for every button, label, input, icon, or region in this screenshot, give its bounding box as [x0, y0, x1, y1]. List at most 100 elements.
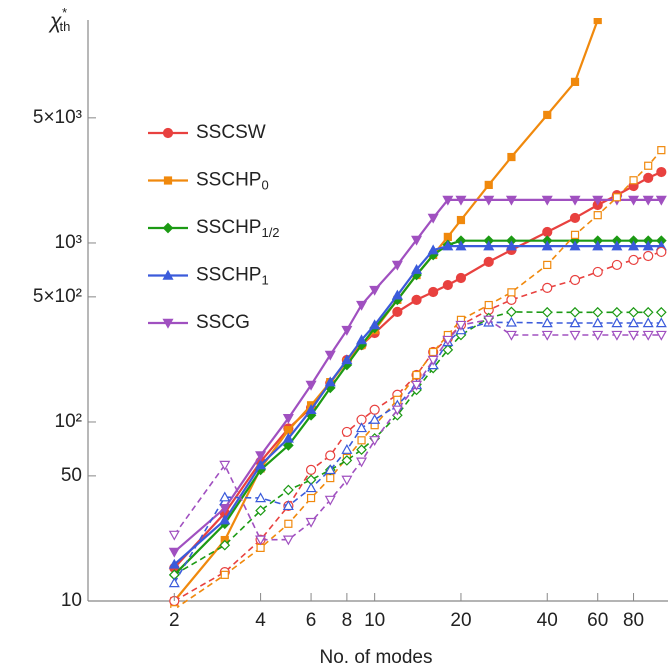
legend-label: SSCG — [196, 312, 250, 333]
legend-name: SSCHP — [196, 217, 261, 238]
x-tick-label: 2 — [169, 610, 180, 631]
legend-name: SSCHP — [196, 170, 261, 191]
point — [644, 161, 653, 170]
point — [656, 166, 667, 178]
point — [341, 455, 353, 466]
point — [628, 254, 639, 266]
point — [611, 317, 623, 328]
point — [628, 195, 640, 206]
point — [655, 195, 667, 206]
point — [305, 404, 317, 414]
point — [643, 250, 654, 262]
point — [656, 246, 667, 258]
point — [442, 279, 453, 291]
point — [628, 330, 640, 341]
y-label-sup: * — [61, 5, 67, 20]
point — [569, 274, 581, 286]
point — [325, 450, 336, 461]
legend-name: SSCG — [196, 312, 250, 333]
point — [442, 335, 454, 346]
point — [219, 503, 231, 514]
legend-label: SSCHP1/2 — [196, 217, 280, 240]
point — [283, 440, 294, 451]
point — [219, 514, 231, 525]
point — [541, 240, 553, 251]
point — [428, 286, 439, 298]
point — [392, 306, 403, 318]
x-tick-label: 4 — [255, 610, 266, 631]
y-axis-label: χ* th — [48, 5, 70, 34]
point — [628, 317, 640, 328]
point — [282, 413, 294, 424]
point — [592, 330, 604, 341]
x-tick-label: 20 — [450, 610, 471, 631]
point — [283, 484, 294, 496]
point — [284, 519, 293, 528]
point — [369, 319, 381, 330]
point — [541, 330, 553, 341]
point — [305, 464, 317, 475]
y-tick-label: 10³ — [55, 232, 82, 253]
point — [429, 347, 438, 357]
point — [484, 300, 493, 310]
legend-name: SSCSW — [196, 122, 266, 143]
point — [611, 330, 623, 341]
point — [592, 240, 604, 251]
point — [427, 355, 439, 366]
point — [505, 240, 517, 251]
series-line — [173, 245, 662, 566]
point — [282, 432, 294, 443]
point — [357, 436, 366, 445]
point — [369, 413, 381, 424]
point — [282, 535, 294, 546]
point — [611, 259, 623, 271]
point — [324, 464, 336, 475]
y-label-symbol: χ — [48, 10, 62, 33]
y-tick-label: 10 — [61, 590, 82, 611]
point — [427, 244, 439, 255]
point — [455, 195, 467, 206]
point — [255, 535, 267, 546]
point — [543, 260, 552, 270]
legend-label: SSCHP0 — [196, 170, 269, 193]
legend-name: SSCHP — [196, 265, 261, 286]
y-tick-label: 5×10³ — [33, 107, 82, 128]
point — [369, 404, 380, 415]
legend-marker — [162, 318, 174, 329]
point — [341, 354, 353, 365]
point — [483, 195, 495, 206]
dashed-line — [173, 318, 662, 541]
point — [219, 491, 231, 502]
point — [442, 240, 454, 251]
point — [219, 460, 231, 471]
point — [483, 315, 495, 326]
point — [642, 306, 654, 318]
point — [305, 482, 317, 493]
point — [356, 300, 368, 311]
point — [455, 240, 467, 251]
point — [569, 306, 581, 318]
legend-label: SSCSW — [196, 122, 266, 143]
point — [505, 195, 517, 206]
point — [168, 547, 180, 558]
point — [643, 172, 654, 183]
point — [569, 195, 581, 206]
point — [629, 176, 638, 185]
point — [219, 539, 231, 551]
point — [324, 350, 336, 361]
point — [505, 330, 517, 341]
point — [483, 240, 495, 251]
point — [305, 517, 317, 528]
legend-marker — [162, 222, 174, 234]
y-tick-label: 50 — [61, 465, 82, 486]
point — [506, 306, 517, 318]
point — [592, 195, 604, 206]
point — [655, 330, 667, 341]
y-label-sub: th — [60, 19, 71, 34]
point — [455, 272, 467, 284]
point — [282, 500, 294, 511]
point — [255, 451, 267, 462]
point — [570, 230, 580, 239]
point — [456, 215, 466, 225]
